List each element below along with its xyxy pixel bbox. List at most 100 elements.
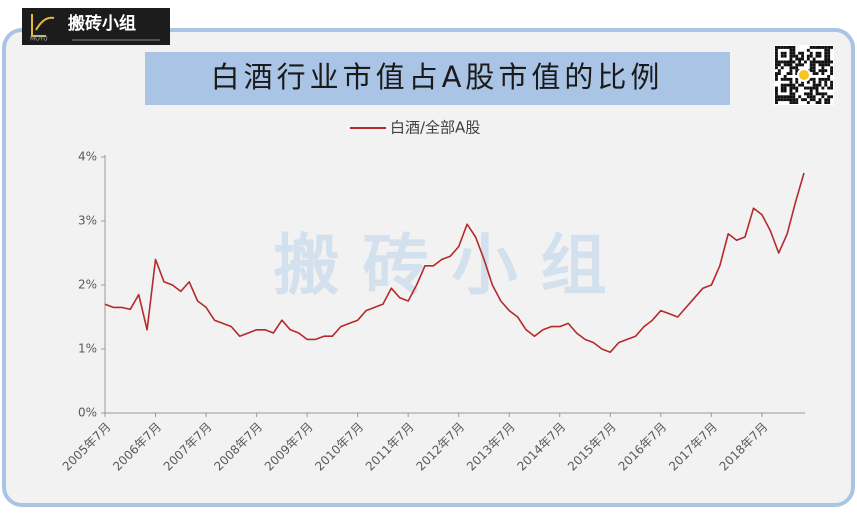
qr-cell bbox=[824, 63, 828, 67]
qr-cell bbox=[821, 92, 825, 96]
qr-cell bbox=[783, 95, 787, 99]
qr-cell bbox=[795, 72, 799, 75]
qr-cell bbox=[806, 54, 810, 58]
qr-cell bbox=[798, 57, 802, 61]
qr-cell bbox=[786, 72, 790, 75]
qr-cell bbox=[827, 98, 831, 102]
qr-cell bbox=[806, 92, 810, 96]
qr-cell bbox=[804, 92, 807, 96]
qr-cell bbox=[777, 60, 781, 64]
logo-text: 搬砖小组 bbox=[68, 13, 136, 34]
qr-cell bbox=[830, 69, 833, 73]
qr-cell bbox=[775, 95, 778, 99]
y-tick-label: 1% bbox=[78, 342, 97, 356]
qr-cell bbox=[806, 101, 810, 104]
qr-cell bbox=[812, 46, 816, 49]
qr-cell bbox=[815, 60, 819, 64]
qr-center bbox=[797, 68, 811, 82]
qr-cell bbox=[783, 54, 787, 58]
qr-cell bbox=[786, 60, 790, 64]
qr-cell bbox=[789, 69, 793, 73]
qr-cell bbox=[821, 60, 825, 64]
qr-cell bbox=[795, 57, 799, 61]
qr-cell bbox=[775, 63, 778, 67]
qr-code bbox=[774, 45, 834, 105]
qr-cell bbox=[818, 101, 822, 104]
qr-cell bbox=[792, 95, 796, 99]
qr-cell bbox=[795, 69, 799, 73]
qr-cell bbox=[818, 54, 822, 58]
qr-cell bbox=[821, 66, 825, 70]
qr-cell bbox=[789, 83, 793, 87]
watermark: 搬 砖 小 组 bbox=[274, 227, 607, 304]
qr-cell bbox=[801, 98, 804, 102]
qr-cell bbox=[804, 60, 807, 64]
qr-cell bbox=[775, 75, 778, 78]
qr-cell bbox=[801, 51, 804, 55]
qr-cell bbox=[780, 60, 784, 64]
qr-cell bbox=[815, 54, 819, 58]
qr-cell bbox=[821, 86, 825, 90]
qr-cell bbox=[827, 48, 831, 52]
qr-cell bbox=[827, 57, 831, 61]
qr-cell bbox=[809, 98, 813, 102]
qr-cell bbox=[795, 54, 799, 58]
y-tick-label: 2% bbox=[78, 278, 97, 292]
qr-cell bbox=[786, 83, 790, 87]
qr-cell bbox=[830, 66, 833, 70]
qr-cell bbox=[809, 51, 813, 55]
qr-cell bbox=[824, 77, 828, 81]
qr-cell bbox=[827, 75, 831, 78]
qr-cell bbox=[786, 46, 790, 49]
qr-cell bbox=[809, 77, 813, 81]
qr-cell bbox=[783, 63, 787, 67]
qr-cell bbox=[789, 46, 793, 49]
qr-cell bbox=[783, 51, 787, 55]
qr-cell bbox=[812, 83, 816, 87]
qr-cell bbox=[795, 80, 799, 84]
qr-cell bbox=[775, 60, 778, 64]
qr-cell bbox=[783, 98, 787, 102]
qr-cell bbox=[792, 92, 796, 96]
qr-cell bbox=[789, 54, 793, 58]
qr-cell bbox=[789, 51, 793, 55]
qr-cell bbox=[818, 98, 822, 102]
qr-cell bbox=[780, 98, 784, 102]
qr-cell bbox=[812, 66, 816, 70]
qr-cell bbox=[783, 46, 787, 49]
qr-cell bbox=[780, 77, 784, 81]
qr-cell bbox=[798, 51, 802, 55]
qr-cell bbox=[827, 77, 831, 81]
qr-cell bbox=[792, 54, 796, 58]
qr-cell bbox=[821, 77, 825, 81]
qr-cell bbox=[775, 72, 778, 75]
title-box bbox=[145, 52, 730, 105]
qr-cell bbox=[830, 86, 833, 90]
qr-cell bbox=[824, 46, 828, 49]
qr-cell bbox=[792, 48, 796, 52]
qr-cell bbox=[804, 86, 807, 90]
qr-cell bbox=[818, 63, 822, 67]
qr-cell bbox=[806, 86, 810, 90]
qr-cell bbox=[789, 63, 793, 67]
qr-cell bbox=[780, 46, 784, 49]
qr-cell bbox=[783, 77, 787, 81]
qr-cell bbox=[775, 86, 778, 90]
qr-cell bbox=[777, 98, 781, 102]
qr-cell bbox=[798, 60, 802, 64]
qr-cell bbox=[780, 86, 784, 90]
qr-cell bbox=[798, 83, 802, 87]
qr-cell bbox=[827, 54, 831, 58]
qr-cell bbox=[777, 72, 781, 75]
qr-cell bbox=[812, 57, 816, 61]
qr-cell bbox=[824, 98, 828, 102]
qr-cell bbox=[789, 72, 793, 75]
qr-cell bbox=[821, 63, 825, 67]
qr-cell bbox=[775, 77, 778, 81]
qr-cell bbox=[775, 89, 778, 93]
qr-cell bbox=[809, 95, 813, 99]
qr-cell bbox=[795, 86, 799, 90]
qr-cell bbox=[789, 95, 793, 99]
qr-cell bbox=[792, 83, 796, 87]
